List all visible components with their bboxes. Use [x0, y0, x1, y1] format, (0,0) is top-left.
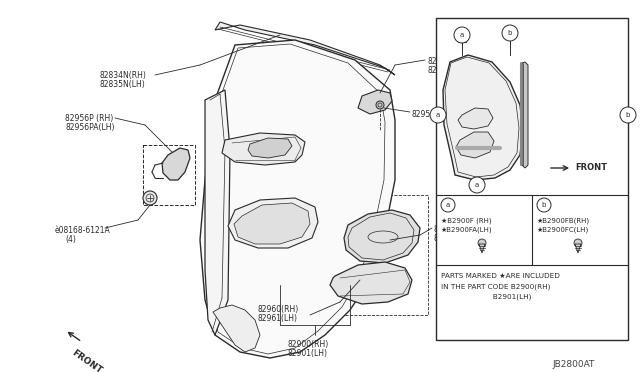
- Polygon shape: [456, 132, 494, 158]
- Text: B2901(LH): B2901(LH): [441, 293, 531, 299]
- Text: a: a: [460, 32, 464, 38]
- Circle shape: [502, 25, 518, 41]
- Text: è08168-6121A: è08168-6121A: [55, 226, 111, 235]
- Circle shape: [537, 198, 551, 212]
- Polygon shape: [215, 22, 395, 75]
- FancyBboxPatch shape: [436, 18, 628, 340]
- Circle shape: [478, 239, 486, 247]
- Polygon shape: [200, 40, 395, 358]
- Polygon shape: [222, 133, 305, 165]
- Circle shape: [574, 239, 582, 247]
- Text: a: a: [436, 112, 440, 118]
- Text: 82834N(RH): 82834N(RH): [100, 71, 147, 80]
- Text: 82961(LH): 82961(LH): [258, 314, 298, 323]
- Circle shape: [620, 107, 636, 123]
- Polygon shape: [205, 90, 230, 335]
- Text: a: a: [475, 182, 479, 188]
- Circle shape: [469, 177, 485, 193]
- Text: 82960(RH): 82960(RH): [258, 305, 300, 314]
- Polygon shape: [234, 203, 310, 244]
- Text: PARTS MARKED ★ARE INCLUDED: PARTS MARKED ★ARE INCLUDED: [441, 273, 560, 279]
- Text: 82950(RH): 82950(RH): [427, 57, 468, 66]
- Text: b: b: [626, 112, 630, 118]
- Circle shape: [441, 198, 455, 212]
- Text: ★B2900FA(LH): ★B2900FA(LH): [441, 226, 493, 232]
- Text: b: b: [542, 202, 546, 208]
- Polygon shape: [213, 305, 260, 352]
- Text: JB2800AT: JB2800AT: [552, 360, 595, 369]
- Circle shape: [454, 27, 470, 43]
- Text: 82901(LH): 82901(LH): [287, 349, 327, 358]
- Polygon shape: [228, 198, 318, 248]
- Circle shape: [430, 107, 446, 123]
- Text: (4): (4): [65, 235, 76, 244]
- Polygon shape: [458, 108, 493, 129]
- Circle shape: [143, 191, 157, 205]
- Text: 82900(RH): 82900(RH): [287, 340, 328, 349]
- Polygon shape: [575, 244, 581, 253]
- Circle shape: [376, 101, 384, 109]
- Polygon shape: [522, 62, 528, 168]
- Text: IN THE PART CODE B2900(RH): IN THE PART CODE B2900(RH): [441, 283, 550, 289]
- Text: ★B2900F (RH): ★B2900F (RH): [441, 217, 492, 224]
- Text: ★B2900FB(RH): ★B2900FB(RH): [537, 217, 590, 224]
- Polygon shape: [358, 90, 392, 114]
- Text: 82835N(LH): 82835N(LH): [100, 80, 146, 89]
- Text: a: a: [446, 202, 450, 208]
- Polygon shape: [330, 262, 412, 304]
- Text: 82900N(RH): 82900N(RH): [434, 225, 481, 234]
- Polygon shape: [248, 138, 292, 158]
- Text: FRONT: FRONT: [575, 163, 607, 172]
- Text: 82951(LH): 82951(LH): [427, 66, 467, 75]
- Text: 82956P (RH): 82956P (RH): [65, 114, 113, 123]
- Polygon shape: [344, 210, 420, 263]
- Text: 82956PA(LH): 82956PA(LH): [65, 123, 115, 132]
- Text: 82951A: 82951A: [412, 110, 441, 119]
- Text: FRONT: FRONT: [70, 348, 104, 372]
- Text: ★B2900FC(LH): ★B2900FC(LH): [537, 226, 589, 232]
- Polygon shape: [443, 55, 523, 180]
- Text: b: b: [508, 30, 512, 36]
- Polygon shape: [162, 148, 190, 180]
- Polygon shape: [479, 244, 485, 253]
- Text: 82901N(LH): 82901N(LH): [434, 234, 480, 243]
